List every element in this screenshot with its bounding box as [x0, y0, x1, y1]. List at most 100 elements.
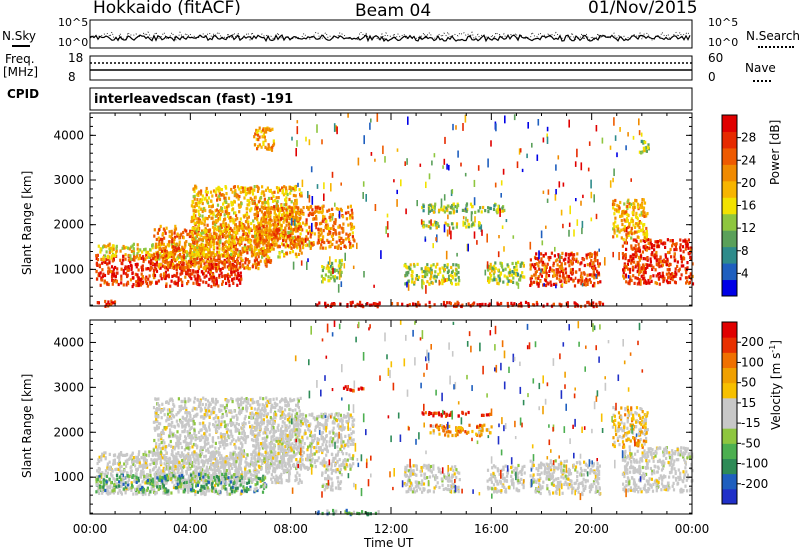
range-gate-cell — [228, 265, 231, 269]
range-gate-cell — [230, 244, 233, 249]
range-gate-cell — [236, 274, 239, 278]
range-gate-cell — [212, 273, 215, 277]
range-gate-cell — [224, 235, 227, 239]
scatter-cell — [625, 145, 627, 151]
range-gate-cell — [193, 248, 196, 252]
range-gate-cell — [327, 240, 330, 244]
range-gate-cell — [667, 276, 670, 280]
range-gate-cell — [613, 208, 617, 212]
range-gate-cell — [115, 271, 118, 275]
range-gate-cell — [633, 246, 636, 250]
range-gate-cell — [226, 225, 229, 230]
range-gate-cell — [197, 209, 200, 213]
range-gate-cell — [596, 269, 599, 273]
range-gate-cell — [566, 274, 569, 278]
range-gate-cell — [229, 260, 232, 264]
range-gate-cell — [114, 479, 117, 483]
range-gate-cell — [293, 185, 296, 189]
range-gate-cell — [189, 269, 192, 273]
range-gate-cell — [144, 277, 147, 281]
range-gate-cell — [181, 283, 184, 287]
range-gate-cell — [614, 216, 617, 220]
range-gate-cell — [270, 219, 273, 223]
range-gate-cell — [226, 251, 229, 256]
scatter-cell — [526, 153, 528, 159]
range-gate-cell — [181, 245, 184, 249]
range-gate-cell — [138, 254, 142, 258]
range-gate-cell — [194, 209, 197, 214]
range-gate-cell — [647, 143, 650, 147]
range-gate-cell — [216, 196, 219, 200]
range-gate-cell — [228, 216, 231, 220]
range-gate-cell — [582, 257, 585, 262]
range-gate-cell — [194, 277, 197, 281]
range-gate-cell — [242, 232, 245, 236]
range-gate-cell — [487, 268, 490, 272]
range-gate-cell — [524, 300, 528, 304]
range-gate-cell — [198, 218, 202, 222]
range-gate-cell — [454, 302, 457, 306]
range-gate-cell — [145, 453, 148, 457]
range-gate-cell — [220, 193, 223, 197]
range-gate-cell — [215, 282, 218, 286]
scatter-cell — [569, 205, 571, 215]
range-gate-cell — [250, 221, 253, 226]
range-gate-cell — [105, 262, 109, 266]
range-gate-cell — [330, 226, 333, 231]
range-gate-cell — [288, 185, 291, 189]
range-gate-cell — [213, 228, 216, 232]
noise-panel — [89, 19, 693, 49]
range-gate-cell — [645, 248, 648, 252]
range-gate-cell — [205, 229, 208, 233]
range-gate-cell — [129, 259, 132, 264]
range-gate-cell — [134, 472, 138, 476]
range-gate-cell — [632, 201, 635, 206]
range-gate-cell — [130, 266, 133, 270]
range-gate-cell — [291, 240, 294, 244]
range-gate-cell — [194, 476, 197, 481]
range-gate-cell — [331, 213, 334, 217]
range-gate-cell — [428, 300, 431, 304]
range-gate-cell — [214, 209, 217, 213]
range-gate-cell — [148, 274, 151, 278]
range-gate-cell — [427, 224, 430, 229]
range-gate-cell — [247, 223, 250, 227]
range-gate-cell — [623, 268, 626, 272]
scatter-cell — [338, 210, 341, 219]
range-gate-cell — [119, 249, 122, 253]
scatter-cell — [473, 231, 476, 239]
range-gate-cell — [628, 205, 631, 209]
range-gate-cell — [230, 236, 233, 240]
range-gate-cell — [137, 452, 140, 457]
range-gate-cell — [107, 302, 110, 306]
scatter-cell — [627, 274, 630, 279]
range-gate-cell — [175, 274, 178, 278]
range-gate-cell — [522, 264, 525, 268]
scatter-cell — [540, 230, 543, 239]
range-gate-cell — [282, 220, 285, 224]
range-gate-cell — [310, 232, 313, 236]
range-gate-cell — [268, 147, 271, 151]
range-gate-cell — [679, 243, 682, 247]
range-gate-cell — [159, 266, 162, 270]
range-gate-cell — [675, 242, 678, 246]
range-gate-cell — [372, 302, 375, 306]
range-gate-cell — [235, 472, 238, 476]
range-gate-cell — [269, 207, 272, 211]
range-gate-cell — [295, 198, 298, 202]
range-gate-cell — [189, 272, 192, 276]
range-gate-cell — [627, 267, 630, 271]
range-gate-cell — [310, 212, 313, 216]
range-gate-cell — [328, 270, 331, 274]
range-gate-cell — [273, 215, 276, 219]
range-gate-cell — [120, 267, 123, 271]
range-gate-cell — [175, 455, 178, 459]
range-gate-cell — [179, 261, 182, 265]
range-gate-cell — [437, 272, 440, 276]
range-gate-cell — [279, 236, 282, 240]
range-gate-cell — [231, 190, 234, 194]
range-gate-cell — [236, 258, 239, 262]
range-gate-cell — [274, 229, 277, 233]
range-gate-cell — [515, 268, 519, 272]
range-gate-cell — [191, 235, 194, 240]
